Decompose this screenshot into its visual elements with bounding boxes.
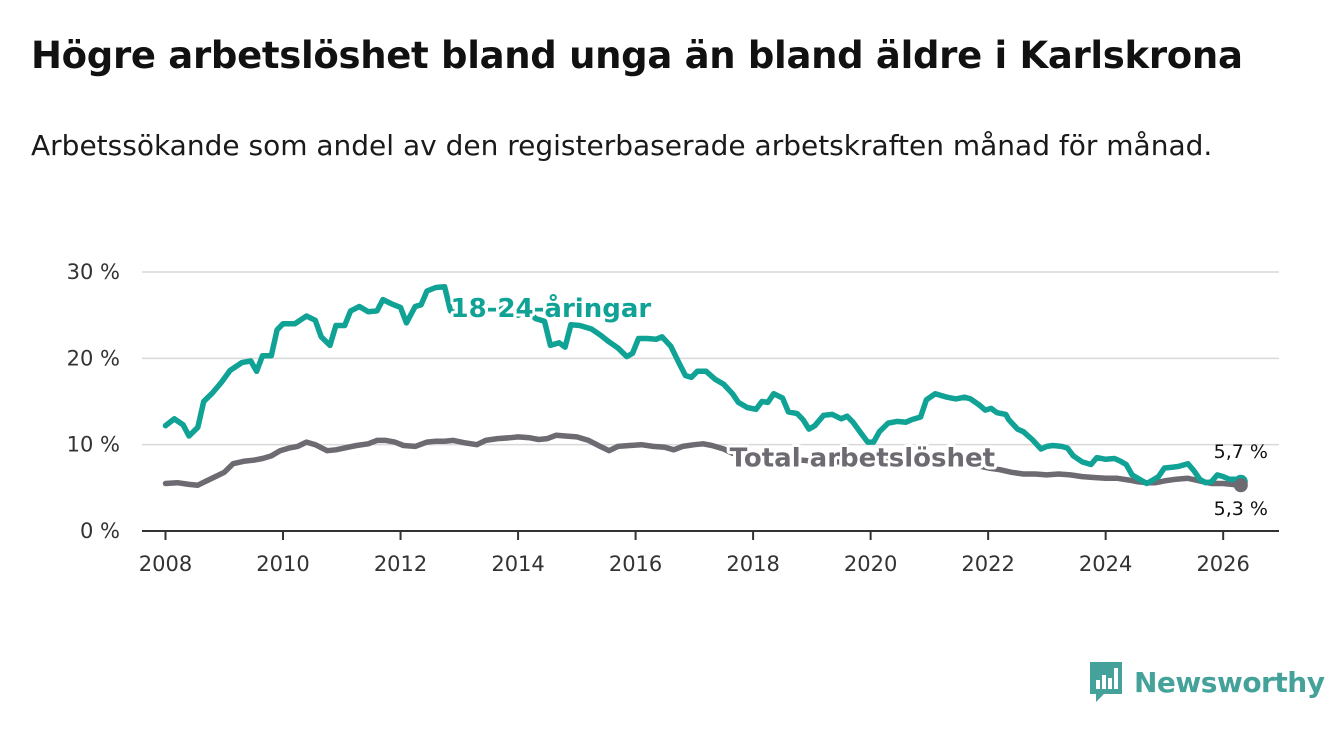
end-marker-total xyxy=(1233,478,1248,493)
x-tick-label: 2020 xyxy=(844,552,897,576)
chart-subtitle: Arbetssökande som andel av den registerb… xyxy=(31,129,1213,162)
chart-title: Högre arbetslöshet bland unga än bland ä… xyxy=(31,34,1243,77)
x-tick-label: 2014 xyxy=(491,552,544,576)
x-tick-label: 2016 xyxy=(609,552,662,576)
end-markers: 5,7 % 5,3 % xyxy=(1214,441,1268,520)
x-tick-label: 2026 xyxy=(1196,552,1249,576)
x-tick-label: 2022 xyxy=(961,552,1014,576)
y-tick-label: 30 % xyxy=(67,260,120,284)
y-tick-label: 20 % xyxy=(67,346,120,370)
series-label-total: Total arbetslöshet xyxy=(730,443,995,473)
brand-name: Newsworthy xyxy=(1134,665,1325,699)
series-line-total xyxy=(162,432,1244,488)
x-axis-ticks: 2008 2010 2012 2014 2016 2018 2020 2022 2024 2026 xyxy=(139,531,1250,576)
y-tick-label: 10 % xyxy=(67,433,120,457)
x-tick-label: 2024 xyxy=(1079,552,1132,576)
series-line-18-24 xyxy=(162,283,1244,487)
x-tick-label: 2010 xyxy=(256,552,309,576)
x-tick-label: 2012 xyxy=(374,552,427,576)
series-label-18-24: 18-24-åringar xyxy=(450,292,651,324)
end-value-label-total: 5,3 % xyxy=(1214,498,1268,520)
x-tick-label: 2018 xyxy=(726,552,779,576)
series-labels: 18-24-åringar Total arbetslöshet xyxy=(447,289,998,476)
newsworthy-logo: Newsworthy xyxy=(1088,660,1325,704)
y-tick-label: 0 % xyxy=(80,519,120,543)
y-axis-ticks: 0 % 10 % 20 % 30 % xyxy=(67,260,120,543)
series-lines xyxy=(162,283,1244,488)
bar-chart-speech-icon xyxy=(1090,662,1122,702)
gridlines xyxy=(142,271,1279,446)
end-value-label-18-24: 5,7 % xyxy=(1214,441,1268,463)
x-tick-label: 2008 xyxy=(139,552,192,576)
